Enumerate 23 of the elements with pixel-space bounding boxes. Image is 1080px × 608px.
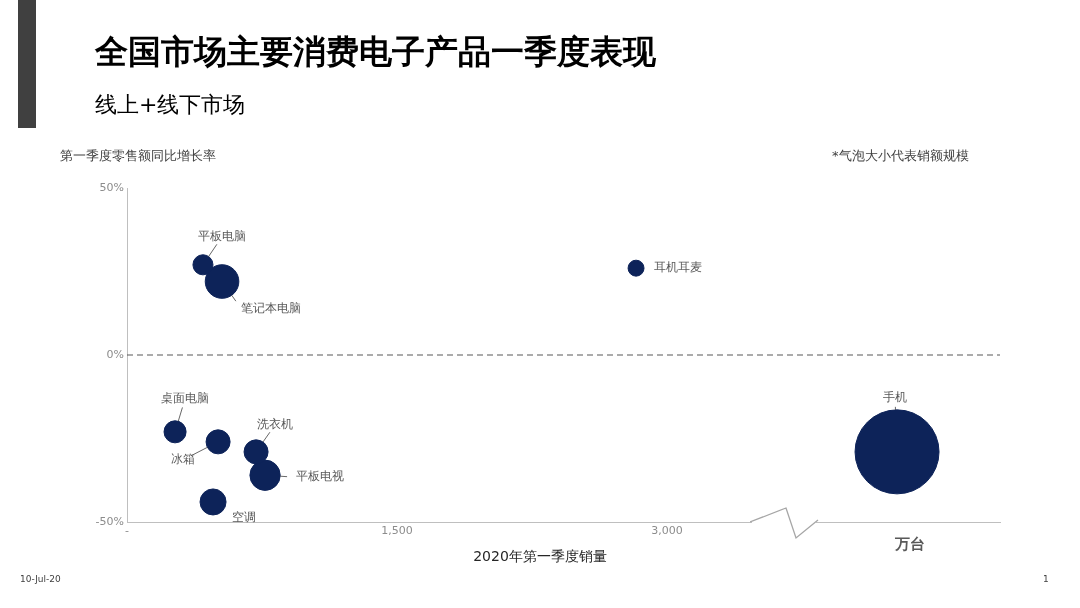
series-label: 笔记本电脑 xyxy=(241,300,302,315)
series-label: 手机 xyxy=(883,389,908,404)
text: 万台 xyxy=(895,535,925,554)
series-label: 空调 xyxy=(232,510,257,525)
x-tick-label: - xyxy=(125,524,130,538)
chart-title: 全国市场主要消费电子产品一季度表现 xyxy=(95,31,656,73)
series-label: 桌面电脑 xyxy=(161,390,210,405)
y-tick-label: 0% xyxy=(106,347,124,361)
y-tick-label: 50% xyxy=(99,180,124,194)
text: 10-Jul-20 xyxy=(20,574,61,584)
x-tick-label: 1,500 xyxy=(381,524,413,538)
y-axis-title: 第一季度零售额同比增长率 xyxy=(60,147,216,165)
series-label: 洗衣机 xyxy=(257,416,294,431)
series-label: 耳机耳麦 xyxy=(654,260,703,275)
text: 1 xyxy=(1043,574,1049,584)
series-label: 平板电视 xyxy=(296,469,345,484)
chart-subtitle: 线上+线下市场 xyxy=(95,91,246,119)
y-tick-label: -50% xyxy=(95,514,124,528)
x-axis-title: 2020年第一季度销量 xyxy=(473,548,607,566)
series-label: 平板电脑 xyxy=(197,228,246,243)
series-label: 冰箱 xyxy=(171,451,196,466)
text: *气泡大小代表销额规模 xyxy=(832,147,969,165)
x-tick-label: 3,000 xyxy=(651,524,683,538)
